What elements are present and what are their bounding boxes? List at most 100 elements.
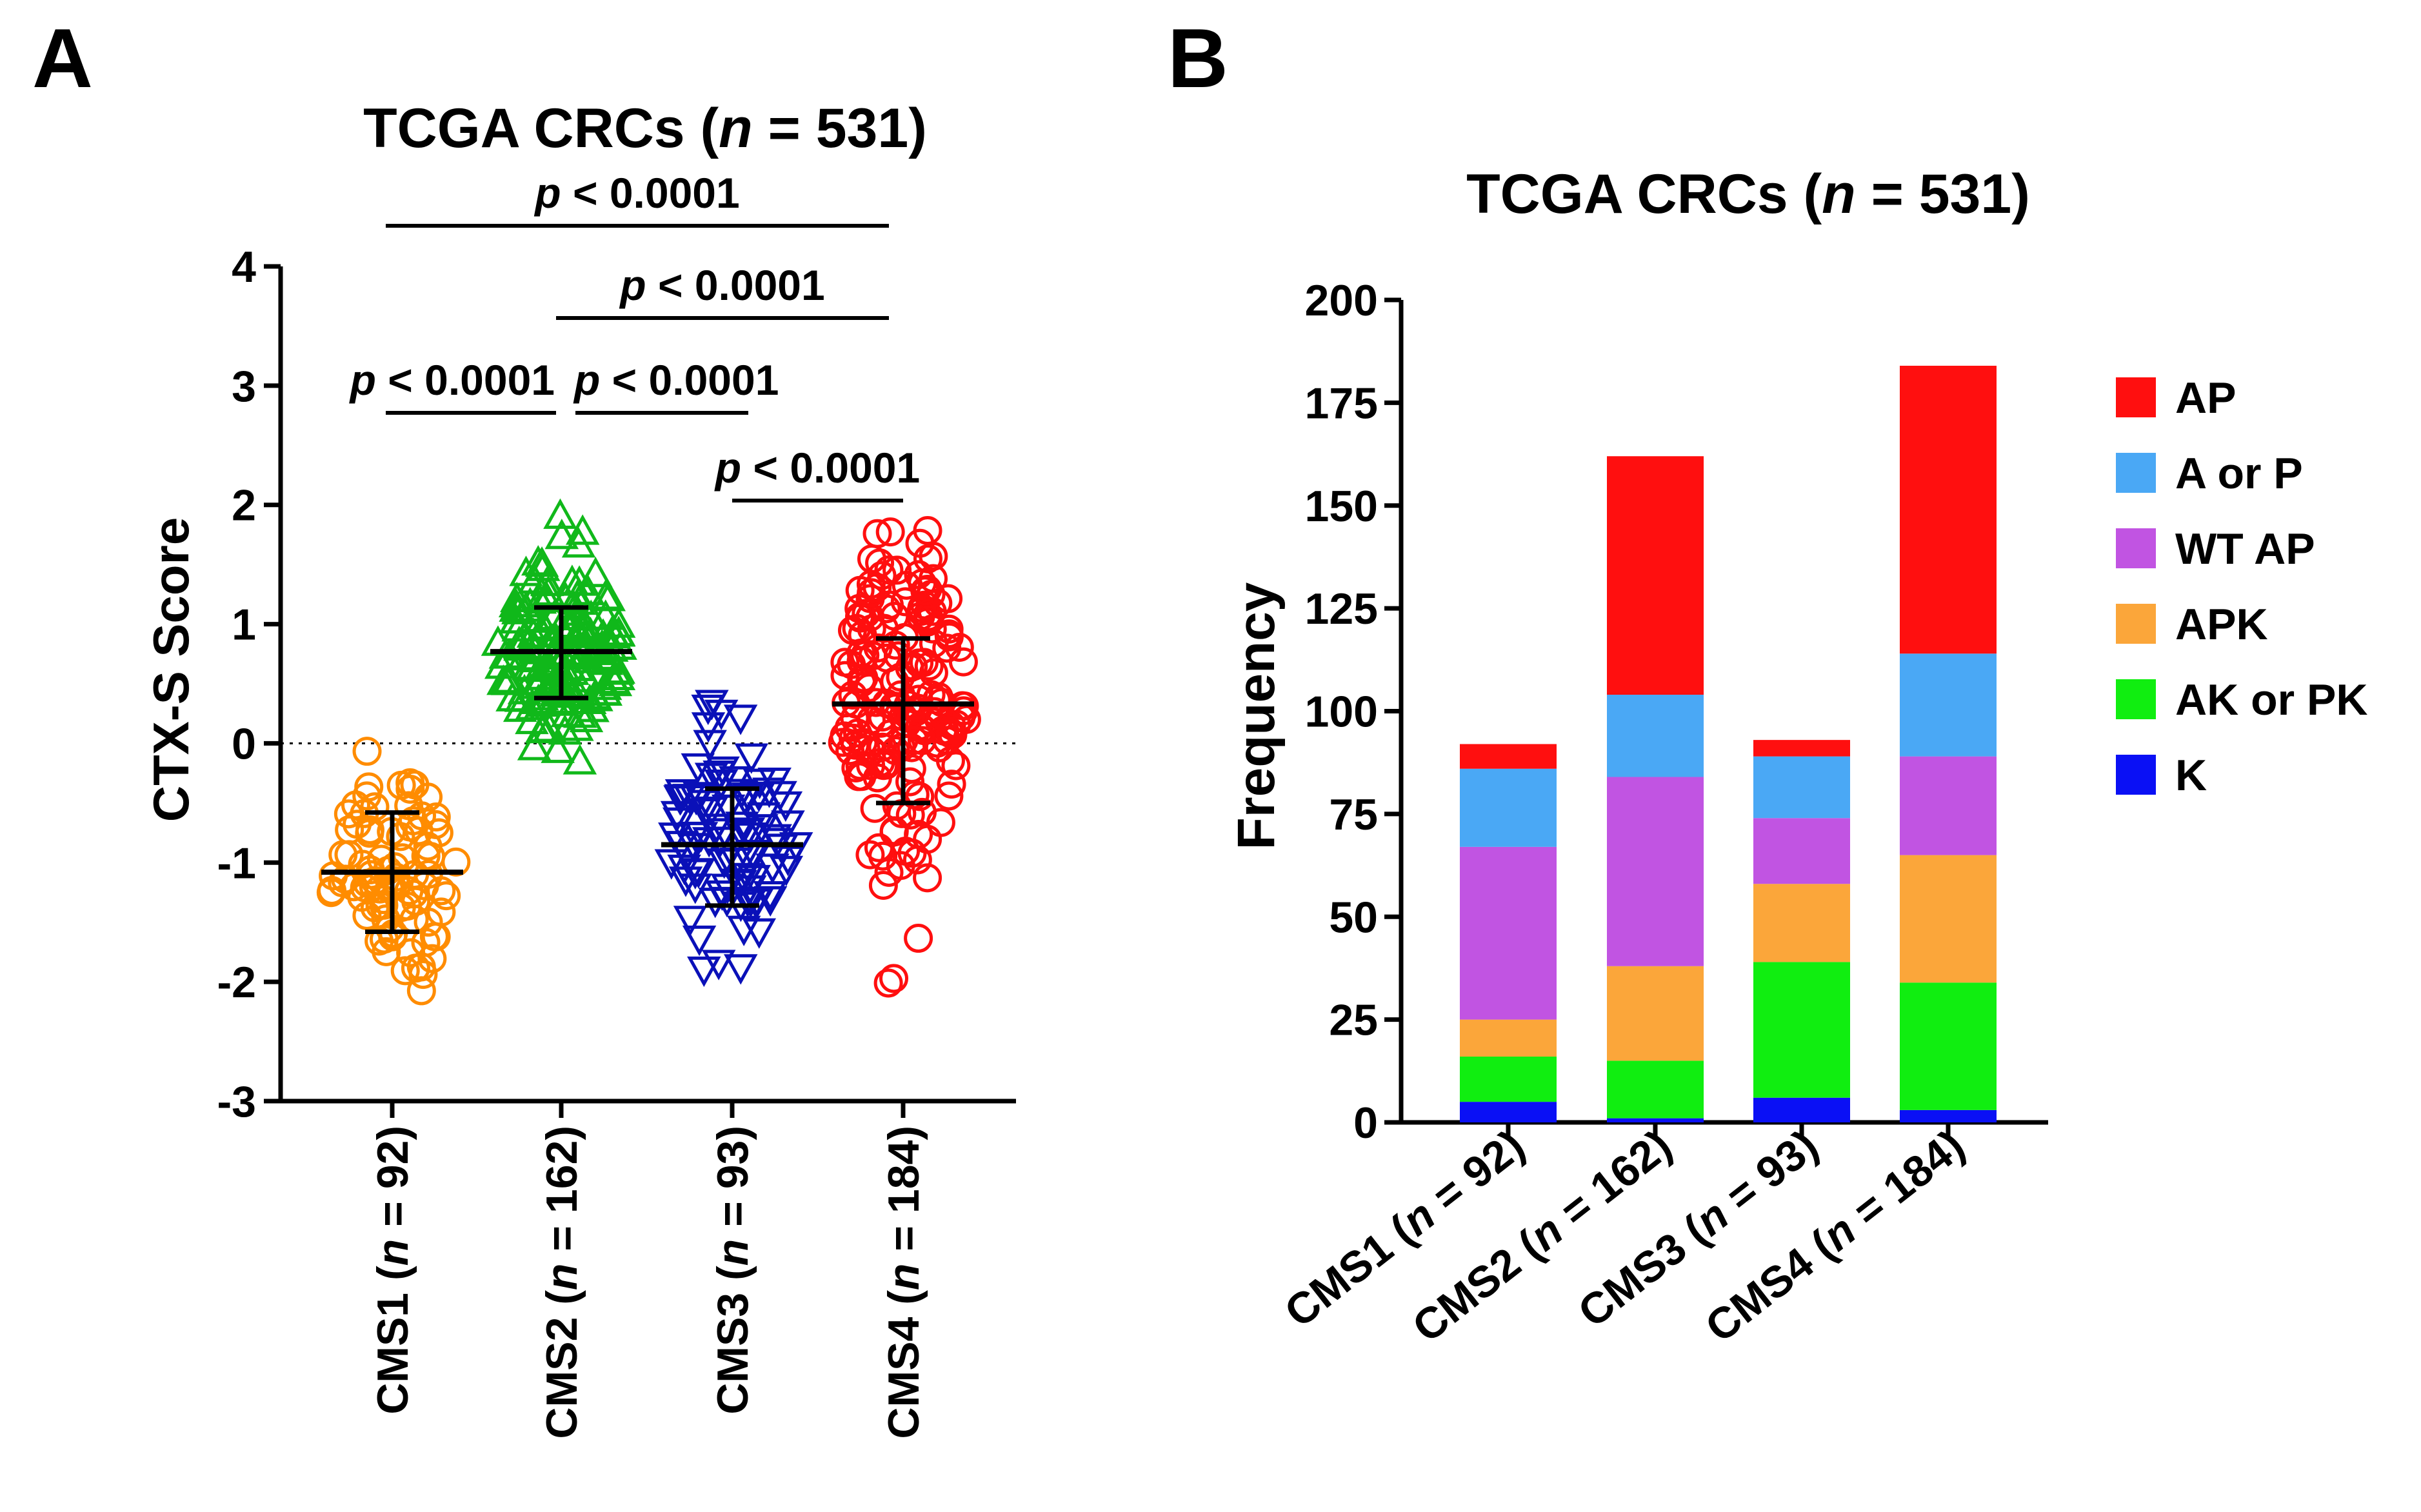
cms1-point [334,799,363,829]
cms1-point [407,801,437,831]
cms4-point [862,763,892,793]
cms2-point [579,681,613,711]
cms2-bar-ak-or-pk [1607,1060,1704,1119]
cms4-point [948,647,978,677]
cms3-point [682,782,717,813]
cms3-bar-ap [1753,740,1850,757]
cms3-point [719,848,753,879]
panel-a-y-tick-label: 0 [232,719,256,768]
cms2-point [571,575,606,606]
cms3-point [673,906,708,937]
cms2-bar-k [1607,1118,1704,1122]
cms4-point [916,680,946,710]
cms4-point [924,733,954,762]
p-value-label: p < 0.0001 [573,356,779,404]
cms3-point [734,743,769,774]
panel-b-legend: AP A or P WT AP APK AK or PK K [2116,373,2367,800]
cms1-point [417,944,447,973]
cms2-point [561,527,596,558]
cms3-point [654,849,689,880]
cms4-point [872,594,901,624]
cms1-bar-wt-ap [1460,846,1557,1020]
cms2-point [543,675,578,707]
cms3-point [691,694,725,726]
panel-a-x-tick-label: CMS3 (n = 93) [708,1126,757,1415]
legend-label-k: K [2175,751,2207,800]
cms3-bar-k [1753,1097,1850,1122]
cms4-point [874,857,904,887]
cms2-point [502,625,536,657]
cms1-bar-k [1460,1102,1557,1122]
cms2-point [509,555,543,586]
panel-a-ylabel: CTX-S Score [143,517,199,822]
cms3-point [699,813,733,844]
panel-b-y-tick-label: 150 [1305,482,1378,531]
cms4-point [883,641,913,671]
panel-a-x-tick-labels: CMS1 (n = 92) CMS2 (n = 162) CMS3 (n = 93)… [368,1126,928,1439]
panel-b-y-tick-label: 125 [1305,584,1378,633]
panel-a-y-tick-label: -2 [217,958,256,1007]
cms4-point [933,584,963,613]
cms2-point [565,514,600,545]
cms4-bar-ak-or-pk [1900,982,1997,1110]
cms4-bar-k [1900,1109,1997,1122]
legend-label-ak-or-pk: AK or PK [2175,675,2367,724]
cms4-point [857,614,886,644]
cms4-bar-wt-ap [1900,756,1997,855]
cms1-point [413,908,443,937]
cms2-point [588,599,623,630]
cms4-point [922,685,951,715]
cms1-point [421,922,451,951]
cms3-bar-a-or-p [1753,756,1850,819]
cms4-point [932,633,962,663]
cms4-point [873,968,903,998]
legend-label-apk: APK [2175,600,2268,649]
panel-b-title: TCGA CRCs (n = 531) [1466,163,2030,225]
cms4-point [899,652,928,681]
cms2-point [575,691,610,722]
cms1-point [401,953,430,983]
cms4-point [907,726,937,755]
cms4-point [913,515,942,545]
cms4-point [914,652,944,681]
cms4-bar-apk [1900,855,1997,983]
cms3-point [672,784,706,815]
panel-b-y-tick-label: 75 [1329,790,1378,839]
cms1-point [411,841,441,871]
cms2-point [484,648,519,679]
cms1-point [424,818,453,848]
legend-swatch-a-or-p [2116,453,2156,493]
cms1-point [330,864,360,894]
cms3-point [698,888,732,919]
panel-b-label: B [1168,11,1228,105]
cms2-point [532,671,566,702]
cms1-point [335,815,364,844]
cms3-point [746,802,781,833]
cms3-point [694,762,729,793]
panel-b-bars [1460,366,1997,1122]
cms4-point [875,517,905,547]
cms2-point [526,550,561,581]
panel-b-x-tick-label: CMS4 (n = 184) [1697,1120,1973,1352]
panel-b-y-tick-label: 175 [1305,379,1378,428]
panel-a-y-tick-label: 2 [232,481,256,530]
cms3-point [711,794,746,825]
panel-a-significance-brackets: p < 0.0001 p < 0.0001 p < 0.0001 p < 0.0001… [349,169,920,502]
cms1-point [432,881,461,911]
p-value-label: p < 0.0001 [714,444,920,492]
cms3-point [678,873,713,904]
cms4-point [847,646,877,676]
cms3-point [705,880,739,911]
panel-b-x-tick-label: CMS1 (n = 92) [1276,1120,1534,1337]
cms3-point [757,768,792,799]
legend-label-ap: AP [2175,373,2236,423]
cms1-point [408,960,438,990]
cms1-point [390,956,420,986]
cms4-point [904,924,933,953]
cms1-point [441,847,471,877]
cms4-point [913,863,942,893]
cms4-point [879,817,909,847]
cms1-point [372,937,401,966]
cms2-point [499,602,533,634]
cms4-point [835,736,865,766]
